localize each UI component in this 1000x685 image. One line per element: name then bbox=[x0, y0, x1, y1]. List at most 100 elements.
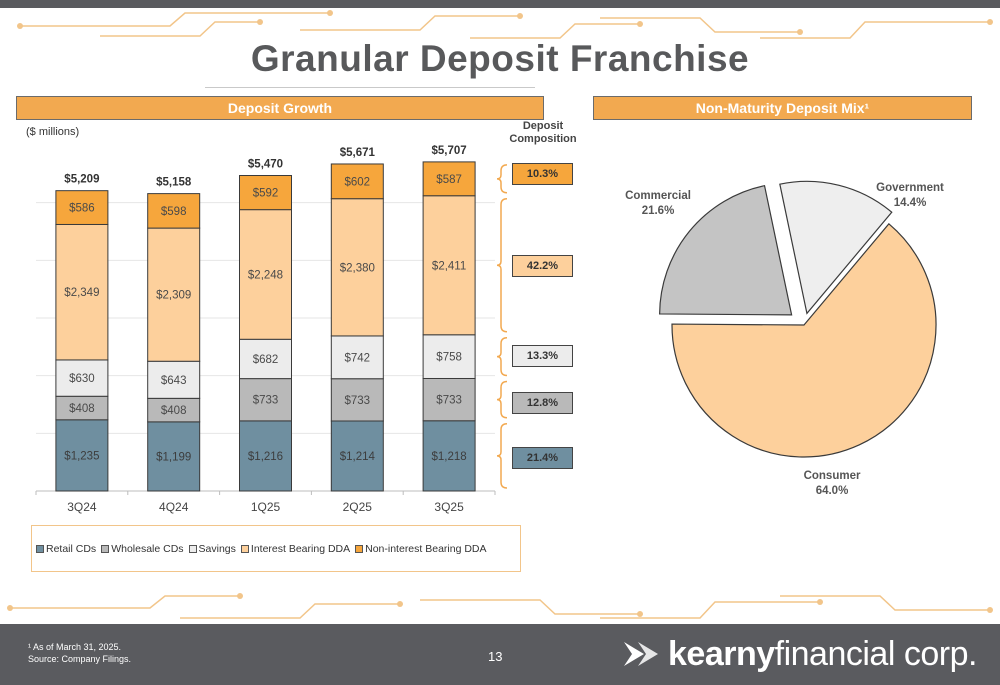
footnote-as-of: ¹ As of March 31, 2025. bbox=[28, 642, 122, 652]
x-tick-label: 3Q24 bbox=[67, 500, 97, 514]
composition-brace bbox=[496, 337, 508, 377]
bar-value-label: $2,380 bbox=[340, 262, 375, 274]
composition-braces bbox=[496, 164, 508, 489]
bar-value-label: $682 bbox=[253, 354, 279, 366]
bar-segment bbox=[239, 175, 292, 211]
bar-segment bbox=[147, 193, 201, 229]
bar-value-label: $408 bbox=[161, 405, 187, 417]
bar-segment bbox=[330, 163, 384, 200]
bar-value-label: $2,309 bbox=[156, 290, 191, 302]
page-title: Granular Deposit Franchise bbox=[250, 38, 750, 79]
bar-segment bbox=[55, 223, 109, 361]
legend-item: Retail CDs bbox=[36, 543, 96, 555]
legend-item: Interest Bearing DDA bbox=[240, 543, 351, 555]
circuit-decoration-bottom bbox=[7, 593, 993, 619]
pie-slice-value: 64.0% bbox=[816, 485, 849, 497]
bar-value-label: $643 bbox=[161, 375, 187, 387]
bar-segment bbox=[422, 161, 476, 197]
deposit-growth-chart: $1,235 $408 $630 $2,349 $586 $5,209 3Q24 $1,199… bbox=[35, 145, 496, 514]
top-bar bbox=[0, 0, 1000, 8]
logo-wordmark-light: financial corp. bbox=[774, 634, 978, 673]
bar-segment bbox=[239, 209, 292, 340]
bar-value-label: $2,248 bbox=[248, 269, 283, 281]
composition-badge: 21.4% bbox=[512, 447, 573, 469]
bar-total-label: $5,158 bbox=[156, 177, 192, 189]
pie-slice-name: Government bbox=[876, 182, 944, 194]
x-tick-label: 4Q24 bbox=[159, 500, 189, 514]
legend-swatch bbox=[101, 545, 110, 553]
composition-badge: 12.8% bbox=[512, 392, 573, 414]
legend-item: Savings bbox=[188, 543, 236, 555]
x-tick-label: 1Q25 bbox=[251, 500, 281, 514]
chart-legend: Retail CDs Wholesale CDs Savings Interest B… bbox=[36, 543, 487, 555]
bar-value-label: $733 bbox=[253, 395, 279, 407]
bar-segment bbox=[422, 334, 476, 379]
composition-brace bbox=[496, 380, 508, 419]
bar-segment bbox=[422, 377, 476, 422]
pie-slice-name: Commercial bbox=[625, 190, 691, 202]
page-number: 13 bbox=[488, 649, 503, 664]
bar-value-label: $742 bbox=[345, 352, 371, 364]
bar-value-label: $2,411 bbox=[432, 260, 466, 272]
bar-segment bbox=[422, 195, 476, 336]
composition-badge: 10.3% bbox=[512, 163, 573, 185]
bar-value-label: $1,199 bbox=[156, 451, 191, 463]
legend-item: Non-interest Bearing DDA bbox=[355, 543, 487, 555]
pie-slice bbox=[779, 180, 893, 315]
legend-swatch bbox=[36, 545, 44, 553]
bar-value-label: $587 bbox=[436, 174, 462, 186]
composition-title: Deposit Composition bbox=[498, 120, 588, 146]
bar-value-label: $733 bbox=[436, 395, 462, 407]
bar-segment bbox=[147, 421, 201, 492]
bar-segment bbox=[330, 420, 384, 492]
bar-value-label: $733 bbox=[345, 395, 371, 407]
composition-brace bbox=[496, 197, 508, 333]
bar-value-label: $408 bbox=[69, 403, 95, 415]
bar-value-label: $630 bbox=[69, 373, 95, 385]
x-tick-label: 3Q25 bbox=[434, 500, 464, 514]
footer-bar bbox=[0, 624, 1000, 685]
bar-total-label: $5,209 bbox=[64, 174, 99, 186]
footnote: ¹ As of March 31, 2025. Source: Company … bbox=[28, 641, 131, 665]
bar-segment bbox=[422, 420, 476, 492]
pie-slice bbox=[659, 184, 793, 316]
pie-slice bbox=[671, 223, 937, 458]
pie-slice-value: 14.4% bbox=[894, 197, 927, 209]
composition-badge: 13.3% bbox=[512, 345, 573, 367]
legend-item: Wholesale CDs bbox=[101, 543, 184, 555]
legend-label: Retail CDs bbox=[46, 543, 97, 555]
legend-label: Wholesale CDs bbox=[111, 543, 184, 555]
legend-label: Savings bbox=[198, 543, 236, 555]
bar-value-label: $1,235 bbox=[64, 450, 99, 462]
deposit-mix-pie: Consumer 64.0% Commercial 21.6% Government 14… bbox=[625, 180, 944, 497]
bar-value-label: $1,214 bbox=[340, 451, 376, 463]
footnote-source: Source: Company Filings. bbox=[28, 654, 132, 664]
bar-total-label: $5,470 bbox=[248, 159, 283, 171]
bar-segment bbox=[55, 190, 109, 225]
bar-segment bbox=[147, 227, 201, 362]
title-divider bbox=[205, 87, 535, 88]
company-logo: kearnyfinancial corp. bbox=[622, 632, 977, 676]
legend-swatch bbox=[188, 545, 197, 553]
bar-value-label: $586 bbox=[69, 203, 95, 215]
circuit-decoration-top bbox=[17, 10, 993, 39]
pie-slice-name: Consumer bbox=[804, 470, 861, 482]
bar-value-label: $598 bbox=[161, 206, 187, 218]
logo-wordmark-bold: kearny bbox=[668, 634, 775, 673]
legend-label: Interest Bearing DDA bbox=[250, 543, 351, 555]
legend-swatch bbox=[355, 545, 364, 553]
bar-segment bbox=[55, 419, 109, 492]
bar-value-label: $758 bbox=[436, 352, 462, 364]
bar-total-label: $5,671 bbox=[340, 147, 376, 159]
deposit-growth-header: Deposit Growth bbox=[16, 96, 544, 120]
logo-mark-icon bbox=[624, 642, 658, 666]
composition-brace bbox=[496, 423, 508, 489]
bar-segment bbox=[330, 198, 384, 337]
units-label: ($ millions) bbox=[26, 126, 80, 138]
deposit-mix-header: Non-Maturity Deposit Mix¹ bbox=[593, 96, 972, 120]
bar-value-label: $592 bbox=[253, 188, 279, 200]
bar-value-label: $1,216 bbox=[248, 451, 283, 463]
bar-value-label: $1,218 bbox=[432, 451, 467, 463]
legend-swatch bbox=[240, 545, 249, 553]
legend-frame bbox=[31, 525, 521, 572]
